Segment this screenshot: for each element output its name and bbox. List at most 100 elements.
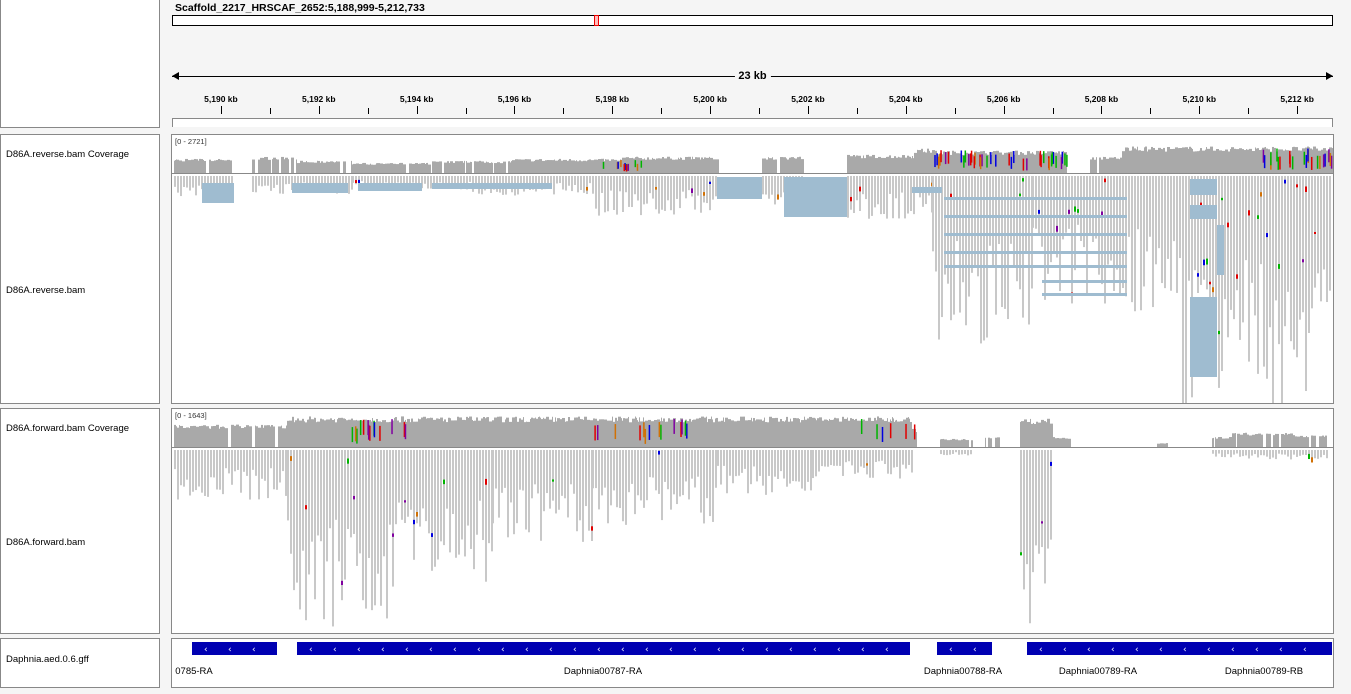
aligned-read <box>358 176 360 184</box>
aligned-read <box>658 450 660 494</box>
coverage-bar <box>561 160 563 173</box>
forward-reads-track-name[interactable]: D86A.forward.bam <box>6 537 86 548</box>
gene-feature-label[interactable]: 0785-RA <box>175 666 213 677</box>
strand-arrow-icon: ‹ <box>885 645 889 655</box>
forward-data-panel[interactable]: [0 - 1643] <box>171 408 1334 634</box>
gene-feature-label[interactable]: Daphnia00787-RA <box>563 666 643 677</box>
coverage-bar <box>246 425 249 447</box>
aligned-read <box>777 176 779 199</box>
coverage-bar <box>426 418 427 447</box>
coverage-bar <box>902 155 905 173</box>
gff-track-name[interactable]: Daphnia.aed.0.6.gff <box>6 654 89 665</box>
coverage-bar <box>1290 433 1293 447</box>
coverage-bar <box>966 152 968 173</box>
reverse-alignment-canvas[interactable] <box>172 135 1334 404</box>
coverage-bar <box>999 152 1002 173</box>
strand-arrow-icon: ‹ <box>1231 645 1235 655</box>
coverage-bar <box>526 159 527 173</box>
coverage-bar <box>959 153 962 173</box>
coverage-bar <box>1230 149 1231 173</box>
aligned-read <box>634 176 636 195</box>
coverage-mismatch-stripe <box>969 153 972 166</box>
aligned-read <box>279 450 281 483</box>
coverage-bar <box>893 418 894 447</box>
aligned-read <box>1251 176 1253 283</box>
coverage-bar <box>371 421 372 447</box>
coverage-bar <box>389 421 390 447</box>
aligned-read <box>410 450 412 510</box>
chromosome-ideogram[interactable] <box>172 15 1333 26</box>
coverage-bar <box>623 418 625 447</box>
coverage-bar <box>359 163 362 173</box>
read-mismatch <box>866 463 868 466</box>
coverage-bar <box>1044 421 1046 447</box>
coverage-bar <box>392 420 394 447</box>
aligned-read <box>878 450 880 462</box>
aligned-read <box>634 450 636 515</box>
coverage-bar <box>222 160 224 173</box>
aligned-read <box>884 450 886 465</box>
coverage-bar <box>614 159 617 173</box>
gene-feature-label[interactable]: Daphnia00788-RA <box>923 666 1003 677</box>
aligned-read <box>1209 176 1211 330</box>
coverage-bar <box>584 416 587 447</box>
coverage-mismatch-stripe <box>1052 151 1055 164</box>
aligned-read <box>890 450 892 475</box>
coverage-bar <box>830 419 833 447</box>
aligned-read <box>613 450 615 491</box>
aligned-read <box>616 450 618 508</box>
coverage-bar <box>533 418 535 447</box>
coverage-bar <box>778 421 780 447</box>
ruler-header[interactable]: Scaffold_2217_HRSCAF_2652:5,188,999-5,21… <box>171 0 1334 128</box>
coverage-mismatch-stripe <box>1277 156 1280 170</box>
aligned-read <box>305 450 307 621</box>
coverage-bar <box>568 160 569 173</box>
coverage-bar <box>571 160 573 173</box>
forward-alignment-canvas[interactable] <box>172 409 1334 634</box>
reverse-reads-track-name[interactable]: D86A.reverse.bam <box>6 285 86 296</box>
reverse-coverage-track-name[interactable]: D86A.reverse.bam Coverage <box>6 149 130 160</box>
coverage-bar <box>436 161 439 173</box>
gene-feature-canvas[interactable]: ‹ ‹ ‹ ‹ ‹ ‹ ‹ ‹ ‹ ‹ ‹ ‹ ‹ ‹ ‹ ‹ ‹ ‹ ‹ ‹ ‹ ‹ ‹ ‹ ‹ ‹ ‹ ‹ ‹ ‹ ‹ ‹ ‹ ‹ ‹ ‹ ‹ ‹ ‹ ‹… <box>172 639 1334 688</box>
coverage-bar <box>322 419 324 447</box>
aligned-read <box>445 176 447 188</box>
aligned-read <box>424 176 426 184</box>
aligned-read <box>564 450 566 499</box>
aligned-read <box>830 450 832 466</box>
aligned-read <box>1302 176 1304 313</box>
coverage-bar <box>692 156 693 173</box>
gene-feature-label[interactable]: Daphnia00789-RB <box>1224 666 1304 677</box>
reverse-track-name-box[interactable]: D86A.reverse.bam Coverage D86A.reverse.b… <box>0 134 160 404</box>
coverage-bar <box>1265 146 1266 173</box>
reverse-data-panel[interactable]: [0 - 2721] <box>171 134 1334 404</box>
coverage-bar <box>576 160 577 173</box>
aligned-read <box>458 450 460 555</box>
gff-track-name-box[interactable]: Daphnia.aed.0.6.gff <box>0 638 160 688</box>
coverage-bar <box>1090 159 1092 173</box>
coverage-bar <box>531 161 534 173</box>
aligned-read <box>1062 176 1064 240</box>
aligned-read <box>983 176 985 341</box>
forward-coverage-track-name[interactable]: D86A.forward.bam Coverage <box>6 423 130 434</box>
coverage-bar <box>512 160 515 173</box>
forward-coverage-range: [0 - 1643] <box>175 411 207 420</box>
aligned-read <box>1110 176 1112 261</box>
coverage-bar <box>1247 149 1249 173</box>
gff-data-panel[interactable]: ‹ ‹ ‹ ‹ ‹ ‹ ‹ ‹ ‹ ‹ ‹ ‹ ‹ ‹ ‹ ‹ ‹ ‹ ‹ ‹ ‹ ‹ ‹ ‹ ‹ ‹ ‹ ‹ ‹ ‹ ‹ ‹ ‹ ‹ ‹ ‹ ‹ ‹ ‹ ‹… <box>171 638 1334 688</box>
aligned-read <box>1299 450 1301 456</box>
forward-track-name-box[interactable]: D86A.forward.bam Coverage D86A.forward.b… <box>0 408 160 634</box>
coverage-bar <box>1222 438 1225 447</box>
aligned-read <box>673 450 675 495</box>
aligned-read <box>219 450 221 490</box>
coverage-bar <box>450 161 453 173</box>
ideogram-current-region-marker[interactable] <box>594 15 599 26</box>
coverage-bar <box>654 419 657 447</box>
gene-feature-label[interactable]: Daphnia00789-RA <box>1058 666 1138 677</box>
coverage-bar <box>1240 434 1243 447</box>
aligned-read <box>540 450 542 541</box>
coverage-bar <box>241 428 242 447</box>
coverage-bar <box>203 159 204 173</box>
strand-arrow-icon: ‹ <box>1207 645 1211 655</box>
ruler-tick-label: 5,190 kb <box>204 94 238 104</box>
coverage-bar <box>1283 150 1285 173</box>
